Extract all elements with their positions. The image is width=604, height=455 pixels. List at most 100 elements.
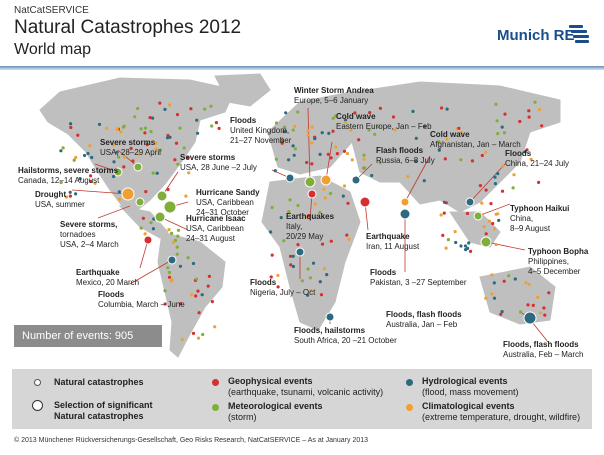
- event-dot: [349, 128, 353, 132]
- event-dot: [201, 332, 205, 337]
- annotation-floods-australia-2: Floods, flash floods Australia, Feb – Mar…: [503, 340, 584, 359]
- annotation-typhoon-haikui: Typhoon Haikui China, 8–9 August: [510, 204, 570, 233]
- event-dot: [310, 141, 314, 145]
- event-dot: [273, 169, 277, 173]
- event-dot: [484, 150, 488, 154]
- event-dot: [446, 238, 450, 242]
- significant-event-marker: [156, 190, 168, 202]
- legend-climatological: Climatological events (extreme temperatur…: [422, 401, 581, 422]
- significant-event-marker: [400, 197, 410, 207]
- event-dot: [283, 129, 287, 134]
- event-dot: [97, 122, 102, 126]
- event-dot: [457, 126, 461, 130]
- legend-meteorological: Meteorological events (storm): [228, 401, 323, 422]
- leader-line: [307, 107, 311, 183]
- event-dot: [61, 146, 65, 150]
- event-dot: [493, 182, 497, 186]
- event-dot: [368, 111, 372, 115]
- event-dot: [293, 124, 297, 128]
- event-dot: [325, 273, 329, 277]
- legend-geophysical-dot-icon: [212, 379, 219, 386]
- event-dot: [171, 240, 175, 244]
- event-dot: [331, 129, 335, 133]
- event-dot: [362, 157, 366, 161]
- event-dot: [59, 180, 63, 185]
- event-dot: [513, 277, 517, 281]
- event-dot: [353, 111, 357, 115]
- event-dot: [194, 294, 198, 298]
- event-dot: [518, 119, 522, 124]
- event-dot: [282, 239, 286, 243]
- event-dot: [167, 270, 171, 275]
- event-dot: [308, 276, 312, 280]
- event-dot: [154, 141, 158, 145]
- annotation-cold-wave-europe: Cold wave Eastern Europe, Jan – Feb: [336, 112, 432, 131]
- legend-significant-circle-icon: [32, 400, 43, 411]
- event-dot: [178, 264, 182, 268]
- leader-line: [477, 203, 511, 217]
- event-dot: [512, 173, 516, 177]
- leader-line: [485, 241, 526, 251]
- event-dot: [345, 233, 349, 237]
- event-dot: [519, 310, 523, 314]
- event-dot: [86, 151, 90, 156]
- event-dot: [437, 140, 441, 144]
- annotation-floods-australia-1: Floods, flash floods Australia, Jan – Feb: [386, 310, 462, 329]
- event-dot: [467, 241, 471, 245]
- annotation-hailstorms-canada: Hailstorms, severe storms Canada, 12–14 A…: [18, 166, 119, 185]
- event-dot: [536, 295, 540, 299]
- annotation-earthquakes-italy: Earthquakes Italy, 20/29 May: [286, 212, 335, 241]
- event-dot: [115, 150, 119, 154]
- event-dot: [186, 156, 190, 160]
- significant-event-marker: [480, 236, 492, 248]
- event-dot: [523, 150, 527, 154]
- event-dot: [342, 184, 347, 188]
- event-dot: [163, 289, 167, 293]
- event-dot: [200, 293, 204, 297]
- event-dot: [334, 114, 338, 118]
- significant-event-marker: [320, 174, 332, 186]
- event-dot: [344, 120, 348, 125]
- event-dot: [490, 273, 494, 277]
- legend-significant-label: Selection of significant Natural catastro…: [54, 400, 153, 421]
- event-dot: [445, 137, 449, 141]
- event-dot: [526, 303, 530, 307]
- leader-line: [531, 321, 549, 343]
- event-dot: [78, 177, 82, 181]
- event-dot: [93, 181, 97, 185]
- event-dot: [391, 115, 396, 119]
- event-dot: [133, 115, 137, 119]
- leader-line: [404, 155, 431, 203]
- event-dot: [131, 159, 135, 163]
- event-dot: [276, 285, 280, 289]
- event-dot: [503, 112, 507, 116]
- event-dot: [459, 244, 463, 248]
- event-dot: [490, 292, 494, 296]
- event-dot: [529, 157, 533, 161]
- significant-event-marker: [295, 247, 305, 257]
- event-dot: [300, 279, 304, 283]
- annotation-floods-columbia: Floods Columbia, March – June: [98, 290, 185, 309]
- event-dot: [178, 126, 182, 130]
- event-dot: [296, 243, 300, 247]
- event-dot: [422, 179, 426, 183]
- event-dot: [414, 136, 418, 140]
- event-dot: [414, 159, 418, 163]
- significant-event-marker: [523, 311, 537, 325]
- header-rule: [0, 66, 604, 70]
- legend-natural-dot-icon: [34, 379, 41, 386]
- event-dot: [119, 130, 123, 134]
- significant-event-circles: [113, 162, 537, 325]
- event-dot: [443, 157, 447, 161]
- event-dot: [465, 211, 470, 216]
- annotation-severe-storms-july: Severe storms USA, 28 June –2 July: [180, 153, 257, 172]
- event-dot: [491, 221, 495, 226]
- event-dot: [293, 147, 297, 151]
- event-dot: [145, 142, 149, 147]
- event-dot: [306, 293, 310, 297]
- event-dot: [469, 249, 473, 253]
- event-dot: [143, 131, 147, 135]
- event-dot: [210, 124, 214, 128]
- event-dot: [484, 232, 488, 236]
- logo-mark-icon: [569, 23, 589, 45]
